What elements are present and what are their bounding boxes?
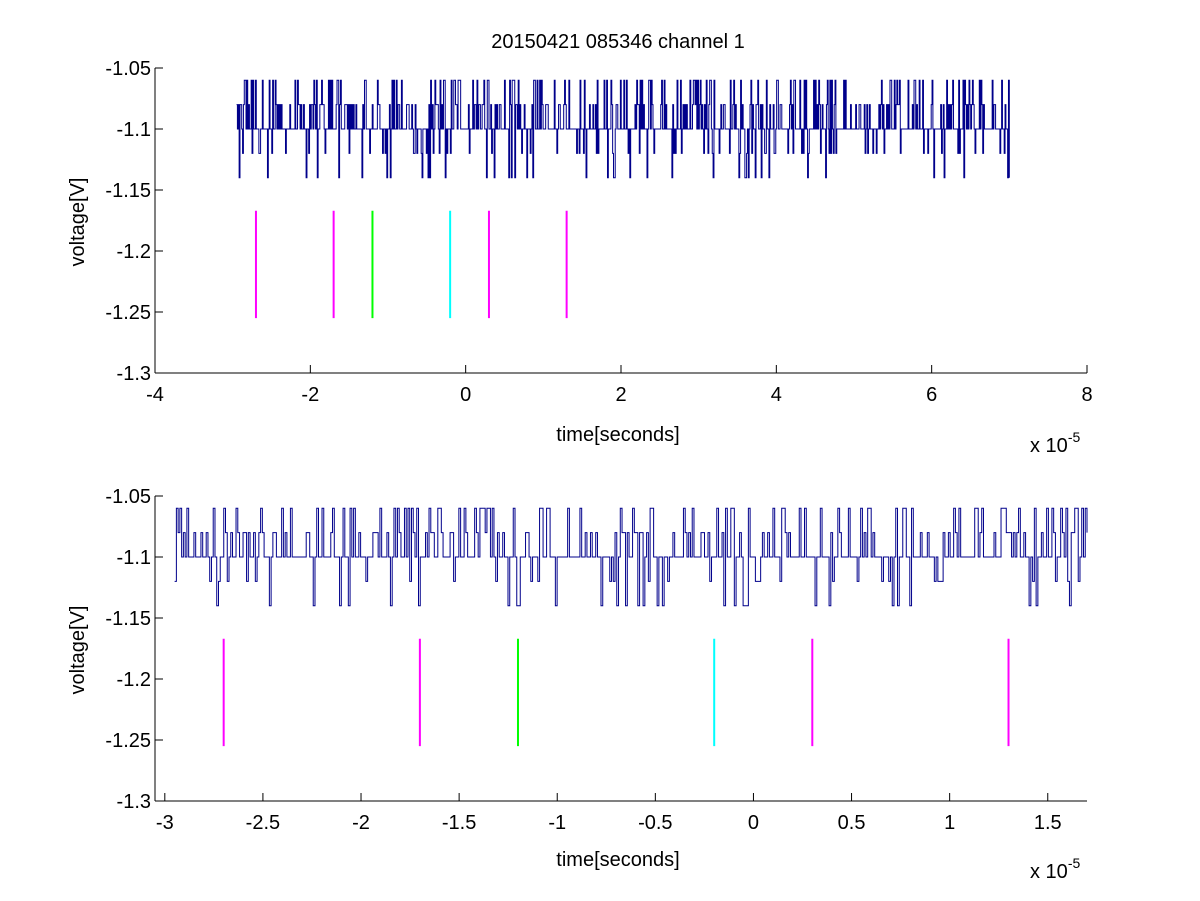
marker-layer	[222, 638, 1010, 747]
x-exponent-base: x 10	[1030, 861, 1068, 883]
y-tick-label: -1.3	[117, 791, 151, 813]
y-tick-label: -1.25	[105, 302, 151, 324]
x-exponent-label: x 10-5	[1030, 855, 1080, 883]
plot-top: -4 -2 0 2 4 6 8 -1.05 -1.1 -1.15 -1.2 -1.25 -1.3 tim…	[67, 58, 1093, 457]
x-tick-label: -2	[352, 812, 370, 834]
y-tick-label: -1.15	[105, 608, 151, 630]
x-exponent-base: x 10	[1030, 435, 1068, 457]
x-axis-label: time[seconds]	[556, 424, 679, 446]
signal-trace	[236, 79, 1010, 179]
x-tick-label: 0	[748, 812, 759, 834]
x-tick-label: 6	[926, 384, 937, 406]
axes-layer: -4 -2 0 2 4 6 8 -1.05 -1.1 -1.15 -1.2 -1.25 -1.3	[105, 58, 1092, 406]
x-tick-label: -1.5	[442, 812, 476, 834]
x-axis-label: time[seconds]	[556, 849, 679, 871]
y-axis-label: voltage[V]	[67, 606, 89, 695]
y-axis-label: voltage[V]	[67, 178, 89, 267]
y-tick-label: -1.3	[117, 363, 151, 385]
signal-layer	[236, 79, 1010, 179]
x-exponent-label: x 10-5	[1030, 429, 1080, 457]
x-tick-label: 4	[771, 384, 782, 406]
y-tick-label: -1.25	[105, 730, 151, 752]
x-tick-label: -0.5	[638, 812, 672, 834]
x-tick-label: -2.5	[246, 812, 280, 834]
y-tick-label: -1.2	[117, 669, 151, 691]
x-tick-label: 0.5	[838, 812, 866, 834]
marker-layer	[254, 210, 568, 319]
y-tick-label: -1.15	[105, 180, 151, 202]
plot-bottom: -3 -2.5 -2 -1.5 -1 -0.5 0 0.5 1 1.5 -1.05 -1.1 -1.15…	[67, 486, 1088, 883]
x-tick-label: -3	[156, 812, 174, 834]
signal-trace	[174, 507, 1088, 607]
x-tick-label: 1	[944, 812, 955, 834]
y-tick-label: -1.1	[117, 119, 151, 141]
x-tick-label: -2	[301, 384, 319, 406]
x-tick-label: 1.5	[1034, 812, 1062, 834]
y-tick-label: -1.05	[105, 58, 151, 80]
signal-layer	[174, 507, 1088, 607]
x-tick-label: 0	[460, 384, 471, 406]
axes-layer: -3 -2.5 -2 -1.5 -1 -0.5 0 0.5 1 1.5 -1.05 -1.1 -1.15…	[105, 486, 1087, 834]
y-tick-label: -1.1	[117, 547, 151, 569]
x-tick-label: -1	[548, 812, 566, 834]
x-exponent-power: -5	[1068, 429, 1081, 445]
y-tick-label: -1.05	[105, 486, 151, 508]
chart-title: 20150421 085346 channel 1	[491, 31, 745, 53]
x-tick-label: -4	[146, 384, 164, 406]
x-exponent-power: -5	[1068, 855, 1081, 871]
x-tick-label: 2	[615, 384, 626, 406]
x-tick-label: 8	[1081, 384, 1092, 406]
y-tick-label: -1.2	[117, 241, 151, 263]
